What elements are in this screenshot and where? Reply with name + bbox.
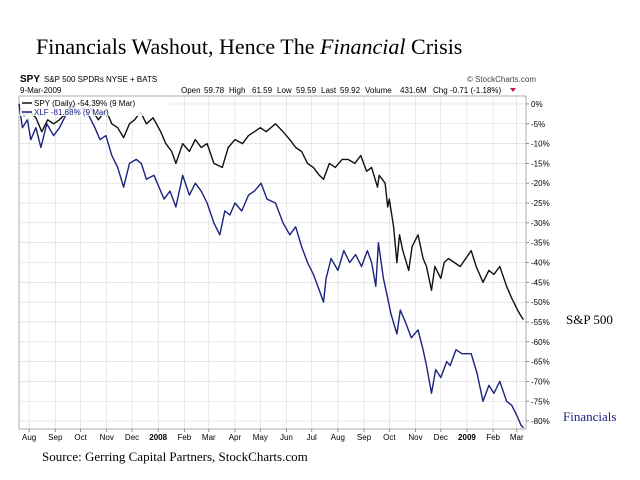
chg-down-arrow-icon bbox=[510, 88, 516, 92]
y-tick-label: -70% bbox=[531, 377, 550, 386]
y-tick-label: -55% bbox=[531, 318, 550, 327]
x-tick-label: 2009 bbox=[458, 433, 476, 442]
chart-svg: SPY S&P 500 SPDRs NYSE + BATS © StockCha… bbox=[18, 74, 550, 442]
x-tick-label: Oct bbox=[383, 433, 396, 442]
x-tick-label: Feb bbox=[486, 433, 500, 442]
header-chg-label: Chg bbox=[433, 86, 448, 95]
y-tick-label: -65% bbox=[531, 358, 550, 367]
legend-spy: SPY (Daily) -54.39% (9 Mar) bbox=[34, 99, 136, 108]
header-volume-label: Volume bbox=[365, 86, 392, 95]
x-tick-label: May bbox=[253, 433, 268, 442]
x-tick-label: 2008 bbox=[149, 433, 167, 442]
header-open: 59.78 bbox=[204, 86, 225, 95]
spy-line bbox=[18, 103, 525, 321]
y-tick-label: 0% bbox=[531, 100, 543, 109]
y-tick-label: -50% bbox=[531, 298, 550, 307]
header-source: © StockCharts.com bbox=[467, 75, 536, 84]
header-volume: 431.6M bbox=[400, 86, 427, 95]
sp500-label: S&P 500 bbox=[566, 312, 613, 327]
header-exchange: NYSE + BATS bbox=[106, 75, 157, 84]
x-tick-label: Dec bbox=[434, 433, 448, 442]
financials-label: Financials bbox=[563, 409, 617, 424]
x-tick-label: Dec bbox=[125, 433, 139, 442]
y-tick-label: -75% bbox=[531, 397, 550, 406]
x-tick-label: Nov bbox=[408, 433, 422, 442]
chart-header: SPY S&P 500 SPDRs NYSE + BATS © StockCha… bbox=[20, 74, 536, 95]
y-tick-label: -40% bbox=[531, 259, 550, 268]
legend: SPY (Daily) -54.39% (9 Mar) XLF -81.68% … bbox=[20, 97, 170, 117]
x-tick-label: Jul bbox=[307, 433, 317, 442]
x-tick-label: Feb bbox=[177, 433, 191, 442]
y-tick-label: -45% bbox=[531, 278, 550, 287]
header-high: 61.59 bbox=[252, 86, 273, 95]
header-low-label: Low bbox=[277, 86, 292, 95]
header-chg: -0.71 (-1.18%) bbox=[450, 86, 501, 95]
page-title: Financials Washout, Hence The Financial … bbox=[36, 34, 462, 60]
y-tick-label: -30% bbox=[531, 219, 550, 228]
y-tick-label: -25% bbox=[531, 199, 550, 208]
header-name: S&P 500 SPDRs bbox=[44, 75, 104, 84]
grid bbox=[19, 96, 526, 429]
stock-chart: SPY S&P 500 SPDRs NYSE + BATS © StockCha… bbox=[18, 72, 558, 449]
header-open-label: Open bbox=[181, 86, 201, 95]
y-tick-label: -5% bbox=[531, 120, 545, 129]
header-symbol: SPY bbox=[20, 74, 40, 85]
title-part-3: Crisis bbox=[405, 34, 463, 59]
header-last-label: Last bbox=[321, 86, 337, 95]
header-last: 59.92 bbox=[340, 86, 361, 95]
x-tick-label: Apr bbox=[229, 433, 242, 442]
x-tick-label: Sep bbox=[357, 433, 372, 442]
source-note: Source: Gerring Capital Partners, StockC… bbox=[42, 449, 308, 464]
header-date: 9-Mar-2009 bbox=[20, 86, 62, 95]
title-part-2: Financial bbox=[319, 34, 406, 59]
xlf-line bbox=[18, 103, 525, 429]
y-tick-label: -15% bbox=[531, 159, 550, 168]
x-tick-label: Mar bbox=[510, 433, 524, 442]
y-tick-label: -80% bbox=[531, 417, 550, 426]
y-axis: 0% -5% -10% -15% -20% -25% -30% -35% -40% -45% -50… bbox=[526, 100, 550, 426]
x-tick-label: Aug bbox=[331, 433, 345, 442]
y-tick-label: -60% bbox=[531, 338, 550, 347]
legend-xlf: XLF -81.68% (9 Mar) bbox=[34, 108, 109, 117]
x-tick-label: Oct bbox=[74, 433, 87, 442]
y-tick-label: -20% bbox=[531, 179, 550, 188]
y-tick-label: -10% bbox=[531, 140, 550, 149]
x-tick-label: Jun bbox=[280, 433, 293, 442]
x-tick-label: Nov bbox=[100, 433, 114, 442]
header-high-label: High bbox=[229, 86, 245, 95]
y-tick-label: -35% bbox=[531, 239, 550, 248]
series-layer bbox=[18, 103, 525, 429]
x-axis: Aug Sep Oct Nov Dec 2008 Feb Mar Apr May Jun Jul Aug… bbox=[22, 429, 524, 442]
title-part-1: Financials Washout, Hence The bbox=[36, 34, 320, 59]
legend-box bbox=[20, 97, 170, 116]
header-low: 59.59 bbox=[296, 86, 317, 95]
x-tick-label: Mar bbox=[202, 433, 216, 442]
x-tick-label: Aug bbox=[22, 433, 36, 442]
x-tick-label: Sep bbox=[48, 433, 63, 442]
